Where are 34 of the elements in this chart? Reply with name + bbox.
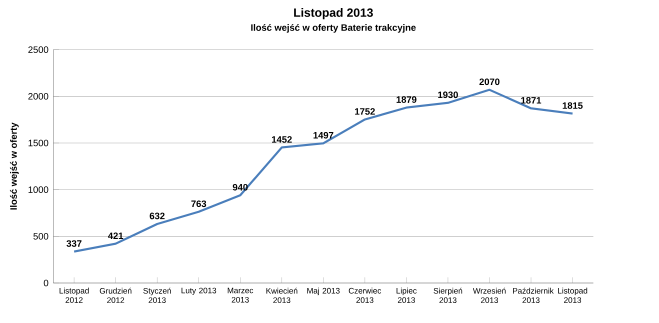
y-tick-label: 1500 [28,140,48,146]
data-label: 1871 [521,97,542,104]
data-label: 337 [66,240,82,247]
data-label: 421 [108,232,124,239]
x-tick-label: Styczeń 2013 [143,288,171,304]
x-tick-label: Lipiec 2013 [396,288,417,303]
x-tick-label: Październik 2013 [513,288,554,304]
y-tick-label: 500 [33,233,48,240]
data-label: 1497 [314,132,334,139]
y-tick-label: 2000 [28,93,48,100]
data-label: 1752 [355,108,375,115]
y-tick-label: 1000 [28,186,48,193]
data-label: 2070 [479,78,500,86]
data-label: 632 [150,212,165,220]
x-tick-label: Listopad 2013 [558,288,588,303]
data-label: 763 [191,200,206,208]
x-tick-label: Sierpień 2013 [434,288,462,304]
y-tick-label: 2500 [28,46,48,53]
x-tick-label: Luty 2013 [182,288,216,295]
data-label: 1452 [272,136,292,143]
chart-subtitle: Ilość wejść w oferty Baterie trakcyjne [251,24,416,33]
data-label: 1879 [396,96,416,103]
x-tick-label: Grudzień 2012 [100,288,132,304]
x-tick-label: Kwiecień 2013 [266,288,298,304]
x-tick-label: Listopad 2012 [60,288,89,303]
y-axis-title: Ilość wejść w oferty [10,122,19,210]
data-label: 1815 [562,102,583,109]
chart-title: Listopad 2013 [294,8,373,20]
x-tick-label: Maj 2013 [307,288,340,296]
x-tick-label: Wrzesień 2013 [472,288,506,304]
x-tick-label: Marzec 2013 [228,288,254,303]
x-tick-label: Czerwiec 2013 [348,288,382,303]
data-label: 1930 [438,92,458,98]
y-tick-label: 0 [44,280,48,286]
